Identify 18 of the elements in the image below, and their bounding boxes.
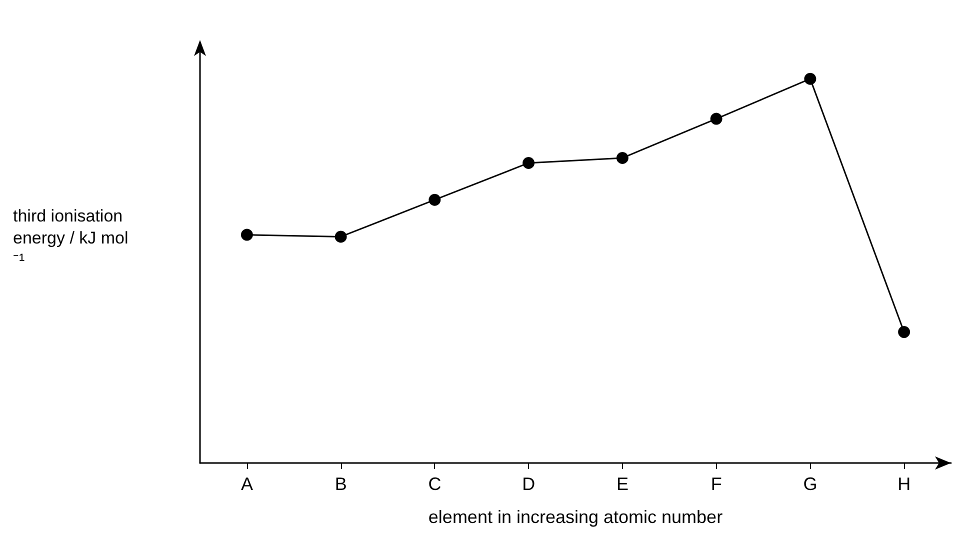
x-tick-label: B	[334, 474, 347, 494]
x-tick-label: F	[710, 474, 722, 494]
point	[804, 72, 816, 85]
x-tick-label: D	[522, 474, 536, 494]
point	[240, 228, 253, 241]
point	[428, 194, 441, 206]
point	[710, 112, 722, 125]
x-tick-label: G	[803, 474, 818, 494]
point	[898, 326, 910, 338]
x-tick-label: A	[240, 474, 253, 494]
y-axis-title: third ionisation energy / kJ mol⁻¹	[13, 206, 128, 270]
point	[334, 230, 347, 243]
point	[522, 156, 535, 169]
point	[616, 152, 628, 164]
x-tick-label: H	[898, 474, 911, 494]
x-axis-title: element in increasing atomic number	[428, 507, 723, 527]
x-tick-label: C	[428, 474, 442, 494]
x-tick-label: E	[616, 474, 628, 494]
